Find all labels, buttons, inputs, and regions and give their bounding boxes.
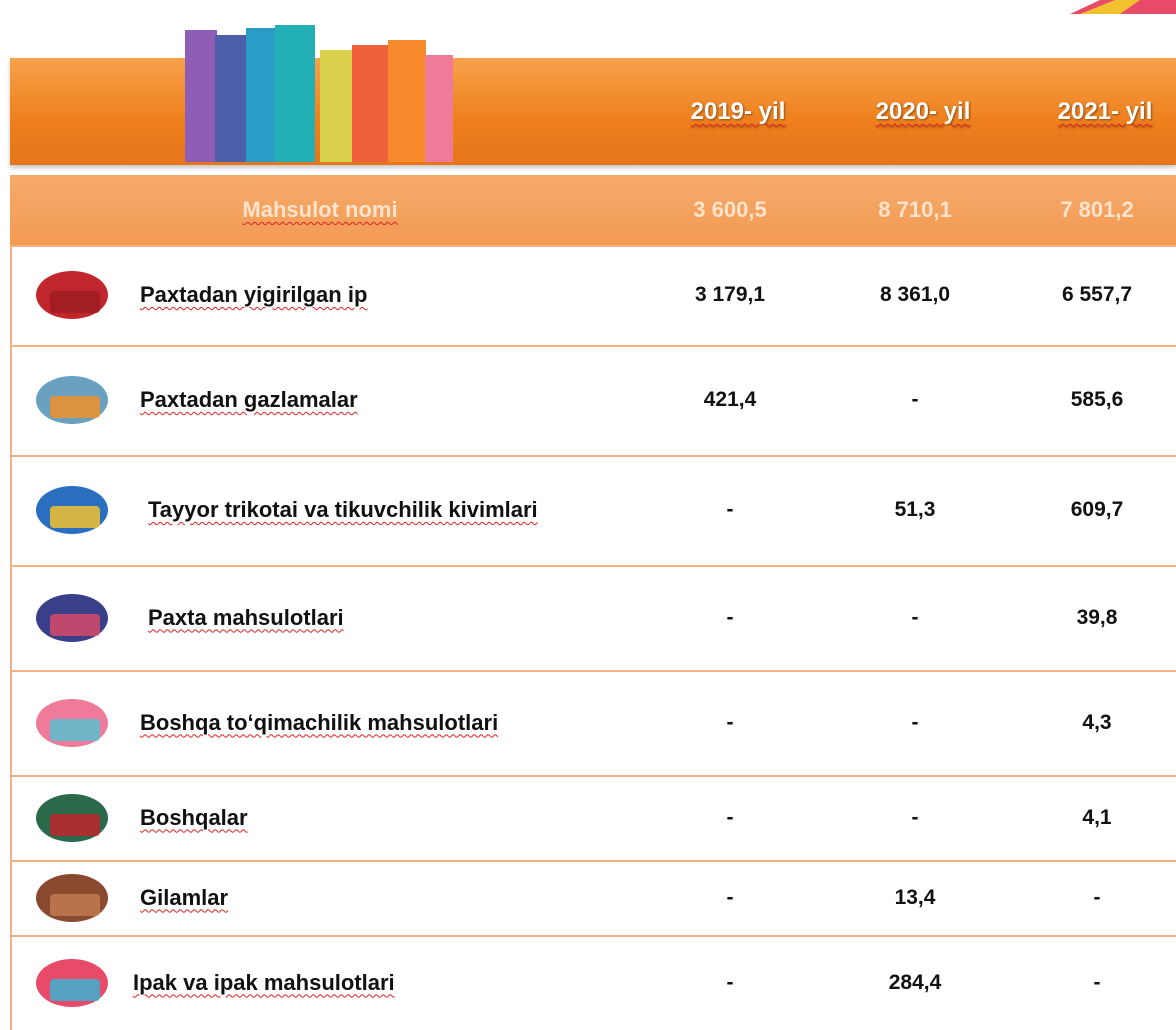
cell-value: -	[726, 710, 734, 734]
cell-value: 609,7	[1070, 498, 1124, 521]
cell-value: -	[726, 970, 734, 994]
row-label-text: Gilamlar	[140, 884, 229, 910]
row-icon	[20, 267, 120, 323]
cell-value: 13,4	[894, 885, 936, 909]
cell-value: 421,4	[703, 388, 757, 411]
row-label: Boshqalar	[140, 802, 610, 834]
row-label: Boshqa to‘qimachilik mahsulotlari	[140, 707, 610, 739]
row-label-text: Paxtadan gazlamalar	[140, 387, 358, 412]
row-icon	[20, 695, 120, 751]
row-icon	[20, 590, 120, 646]
row-divider	[10, 775, 1176, 777]
row-divider	[10, 670, 1176, 672]
summary-label: Mahsulot nomi	[242, 197, 398, 222]
row-label-text: Paxta mahsulotlari	[148, 604, 344, 630]
row-icon	[20, 372, 120, 428]
row-icon	[20, 790, 120, 846]
row-label: Paxtadan yigirilgan ip	[140, 279, 610, 311]
row-icon	[20, 482, 120, 538]
summary-value: 7 801,2	[1060, 197, 1134, 222]
row-label: Tayyor trikotai va tikuvchilik kivimlari	[148, 494, 618, 526]
row-label-text: Ipak va ipak mahsulotlari	[133, 969, 395, 995]
summary-value: 3 600,5	[693, 197, 767, 222]
scarves-image	[185, 25, 453, 162]
cell-value: 8 361,0	[879, 283, 951, 306]
row-icon	[20, 955, 120, 1011]
row-divider	[10, 455, 1176, 457]
row-divider	[10, 565, 1176, 567]
row-divider	[10, 935, 1176, 937]
cell-value: 585,6	[1070, 388, 1124, 411]
table-border	[10, 245, 12, 1030]
summary-row	[10, 175, 1176, 245]
row-label: Ipak va ipak mahsulotlari	[133, 967, 603, 999]
column-header: 2020- yil	[875, 98, 971, 125]
row-label-text: Tayyor trikotai va tikuvchilik kivimlari	[148, 497, 538, 522]
row-label-text: Paxtadan yigirilgan ip	[140, 282, 368, 307]
cell-value: -	[911, 805, 919, 829]
cell-value: 39,8	[1076, 605, 1118, 629]
cell-value: 3 179,1	[694, 283, 766, 306]
cell-value: -	[911, 388, 919, 411]
cell-value: -	[1093, 885, 1101, 909]
corner-decoration	[1070, 0, 1176, 14]
row-divider	[10, 860, 1176, 862]
row-label: Gilamlar	[140, 882, 610, 914]
row-label-text: Boshqalar	[140, 804, 248, 830]
cell-value: 4,3	[1082, 710, 1112, 734]
summary-value: 8 710,1	[878, 197, 952, 222]
column-header: 2019- yil	[690, 98, 786, 125]
cell-value: -	[1093, 970, 1101, 994]
column-header: 2021- yil	[1057, 98, 1153, 125]
cell-value: -	[726, 498, 734, 521]
row-icon	[20, 870, 120, 926]
cell-value: -	[726, 885, 734, 909]
cell-value: 284,4	[888, 970, 942, 994]
cell-value: -	[911, 605, 919, 629]
cell-value: 6 557,7	[1061, 283, 1133, 306]
cell-value: -	[726, 605, 734, 629]
cell-value: 51,3	[894, 498, 936, 521]
row-divider	[10, 245, 1176, 247]
row-label: Paxtadan gazlamalar	[140, 384, 610, 416]
row-label: Paxta mahsulotlari	[148, 602, 618, 634]
row-divider	[10, 345, 1176, 347]
row-label-text: Boshqa to‘qimachilik mahsulotlari	[140, 709, 499, 735]
cell-value: -	[726, 805, 734, 829]
cell-value: -	[911, 710, 919, 734]
cell-value: 4,1	[1082, 805, 1112, 829]
